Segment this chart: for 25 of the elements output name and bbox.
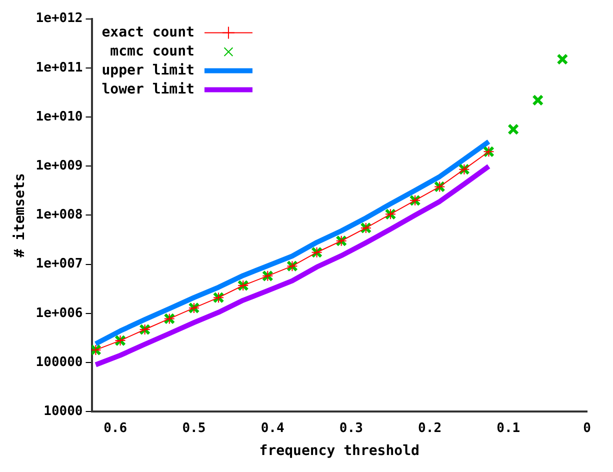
y-axis-title: # itemsets bbox=[12, 173, 28, 258]
x-tick-label: 0.3 bbox=[339, 420, 363, 436]
legend-label: lower limit bbox=[102, 81, 194, 98]
y-tick-label: 100000 bbox=[36, 354, 83, 370]
x-tick-label: 0 bbox=[583, 420, 592, 436]
point bbox=[532, 94, 544, 106]
y-tick-label: 1e+011 bbox=[36, 60, 83, 76]
x-tick-label: 0.5 bbox=[182, 420, 206, 436]
y-tick-label: 1e+010 bbox=[36, 109, 83, 124]
point bbox=[508, 124, 520, 136]
x-tick-label: 0.2 bbox=[418, 420, 442, 436]
y-tick-label: 1e+006 bbox=[36, 306, 83, 321]
legend-label: exact count bbox=[102, 24, 194, 40]
x-tick-label: 0.6 bbox=[104, 420, 128, 436]
x-tick-label: 0.4 bbox=[260, 420, 284, 436]
legend-label: upper limit bbox=[102, 62, 194, 78]
point bbox=[556, 54, 568, 65]
y-tick-label: 1e+012 bbox=[36, 11, 83, 26]
y-tick-label: 1e+008 bbox=[36, 208, 83, 223]
x-axis-title: frequency threshold bbox=[259, 443, 420, 460]
y-tick-label: 1e+009 bbox=[36, 158, 83, 174]
x-tick-label: 0.1 bbox=[496, 420, 520, 436]
y-tick-label: 10000 bbox=[44, 404, 83, 419]
y-tick-label: 1e+007 bbox=[36, 256, 83, 272]
legend-label: mcmc count bbox=[110, 43, 194, 60]
